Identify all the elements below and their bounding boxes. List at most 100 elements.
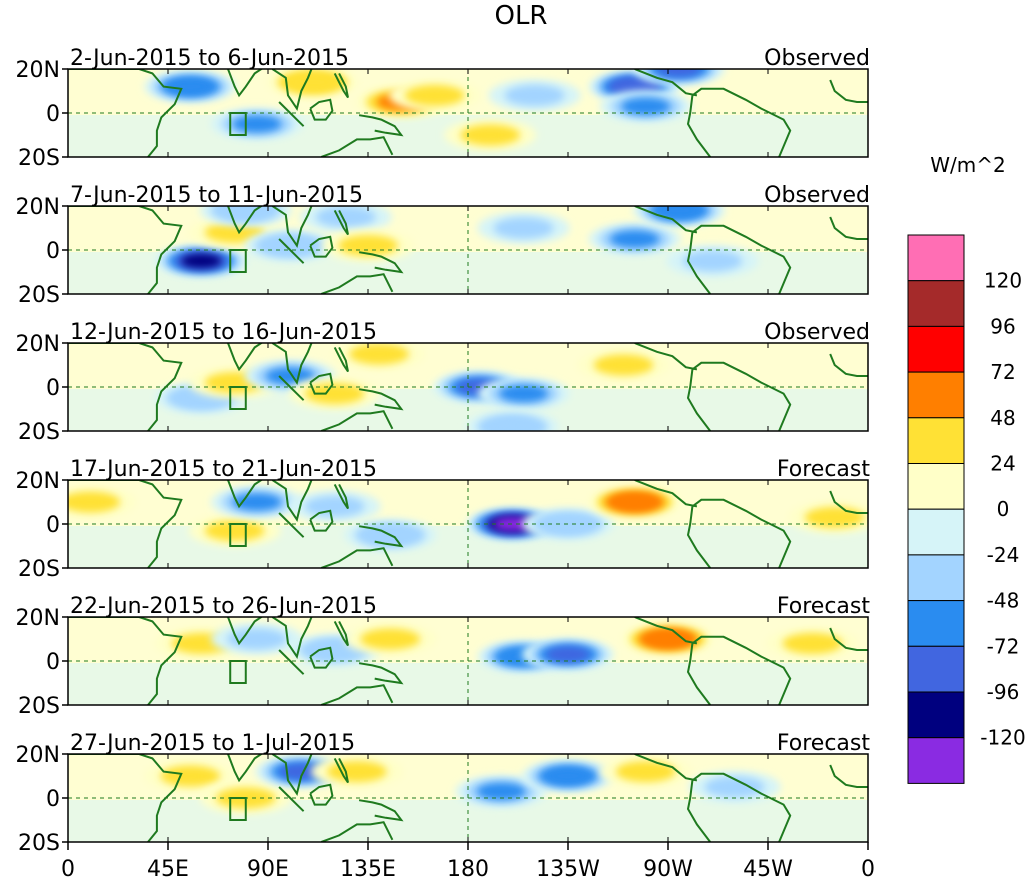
colorbar-level-label: -48 [987, 589, 1020, 613]
coastline-segment [309, 372, 334, 395]
coastline-segment [320, 547, 394, 568]
anomaly-blob [614, 79, 656, 94]
x-tick-label: 180 [447, 857, 489, 882]
x-tick-label: 90W [643, 857, 693, 882]
anomaly-blob [160, 765, 221, 787]
coastlines [68, 343, 868, 431]
colorbar-swatch [907, 234, 965, 282]
panel-period-label: 2-Jun-2015 to 6-Jun-2015 [70, 46, 349, 71]
coastline-segment [278, 375, 305, 401]
y-tick-label: 20S [18, 557, 60, 582]
x-tick-label: 0 [61, 857, 75, 882]
anomaly-blob [338, 235, 398, 257]
colorbar-level-label: -72 [987, 634, 1020, 658]
coastline-segment [333, 620, 349, 647]
coastline-segment [686, 506, 711, 568]
coastline-segment [278, 238, 305, 264]
coastline-segment [271, 69, 313, 112]
coastline-segment [68, 480, 183, 568]
anomaly-blob [704, 776, 765, 798]
anomaly-blob [621, 97, 671, 116]
colorbar-level-label: 72 [990, 360, 1015, 384]
panel-kind-label: Forecast [777, 594, 870, 619]
coastline-segment [68, 754, 183, 842]
coastline-segment [829, 490, 868, 514]
anomaly-blob [487, 417, 538, 431]
colorbar-swatch [907, 645, 965, 693]
colorbar-swatch [907, 280, 965, 327]
anomaly-blob [349, 343, 410, 365]
colorbar-level-label: -96 [987, 680, 1020, 704]
anomaly-field [155, 343, 670, 431]
anomaly-blob [782, 632, 843, 654]
anomaly-blob [546, 768, 590, 784]
x-tick-label: 135W [536, 857, 600, 882]
coastline-segment [686, 95, 711, 157]
anomaly-blob [168, 78, 213, 95]
anomaly-blob [204, 520, 265, 542]
y-tick-label: 20S [18, 283, 60, 308]
coastline-segment [691, 498, 792, 568]
panel-6: 20N 0 20S 27-Jun-2015 to 1-Jul-2015 Forecast [16, 731, 871, 856]
coastline-segment [68, 343, 183, 431]
coastline-segment [634, 343, 698, 371]
anomaly-blob [493, 517, 532, 531]
coastline-segment [320, 136, 394, 157]
coastline-segment [320, 821, 394, 842]
coastline-segment [271, 480, 313, 523]
anomaly-blob [304, 495, 365, 517]
x-axis: 0 45E 90E 135E 180 135W 90W 45W 0 [61, 842, 875, 882]
coastline-segment [333, 483, 349, 510]
anomaly-blob [232, 115, 282, 133]
coastline-segment [634, 206, 698, 234]
y-tick-label: 20S [18, 694, 60, 719]
coastline-segment [68, 69, 183, 157]
panel-5: 20N 0 20S 22-Jun-2015 to 26-Jun-2015 Forecas… [16, 594, 871, 719]
colorbar-unit-label: W/m^2 [930, 153, 1005, 177]
anomaly-blob [593, 354, 654, 376]
panel-4: 20N 0 20S 17-Jun-2015 to 21-Jun-2015 Forecas… [16, 457, 871, 582]
y-tick-label: 20N [16, 469, 60, 494]
coastline-segment [686, 643, 711, 705]
colorbar-swatch [907, 691, 965, 739]
panel-1: 20N 0 20S 2-Jun-2015 to 6-Jun-2015 Observed [16, 46, 870, 171]
coastline-segment [225, 343, 264, 372]
coastlines [68, 754, 868, 842]
coastline-segment [309, 646, 334, 669]
y-tick-label: 0 [46, 650, 60, 675]
coastline-segment [358, 799, 404, 822]
coastline-segment [278, 786, 305, 812]
colorbar-level-label: 96 [990, 314, 1015, 338]
panel-period-label: 7-Jun-2015 to 11-Jun-2015 [70, 183, 363, 208]
y-tick-label: 20N [16, 332, 60, 357]
coastline-segment [271, 617, 313, 660]
anomaly-field [155, 623, 859, 673]
coastline-segment [691, 224, 792, 294]
coastline-segment [320, 684, 394, 705]
anomaly-blob [326, 761, 387, 783]
coastline-segment [271, 754, 313, 797]
colorbar-level-label: -120 [980, 726, 1025, 750]
coastline-segment [320, 410, 394, 431]
anomaly-blob [315, 206, 376, 228]
x-tick-label: 45W [743, 857, 793, 882]
coastlines [68, 69, 868, 157]
colorbar: 120 96 72 48 24 0 -24 -48 -72 -96 -120 [907, 234, 1026, 784]
anomaly-field [144, 69, 726, 151]
anomaly-blob [404, 84, 465, 106]
y-tick-label: 0 [46, 787, 60, 812]
colorbar-level-label: -24 [987, 543, 1020, 567]
colorbar-swatch [907, 325, 965, 373]
y-tick-label: 0 [46, 376, 60, 401]
y-tick-label: 20N [16, 195, 60, 220]
coastline-segment [333, 72, 349, 99]
y-tick-label: 20S [18, 146, 60, 171]
colorbar-level-label: 120 [984, 269, 1022, 293]
x-tick-label: 135E [340, 857, 396, 882]
colorbar-swatch [907, 508, 965, 556]
coastline-segment [686, 780, 711, 842]
panel-period-label: 22-Jun-2015 to 26-Jun-2015 [70, 594, 377, 619]
coastlines [68, 617, 868, 705]
panel-3: 20N 0 20S 12-Jun-2015 to 16-Jun-2015 Observe… [16, 320, 870, 445]
